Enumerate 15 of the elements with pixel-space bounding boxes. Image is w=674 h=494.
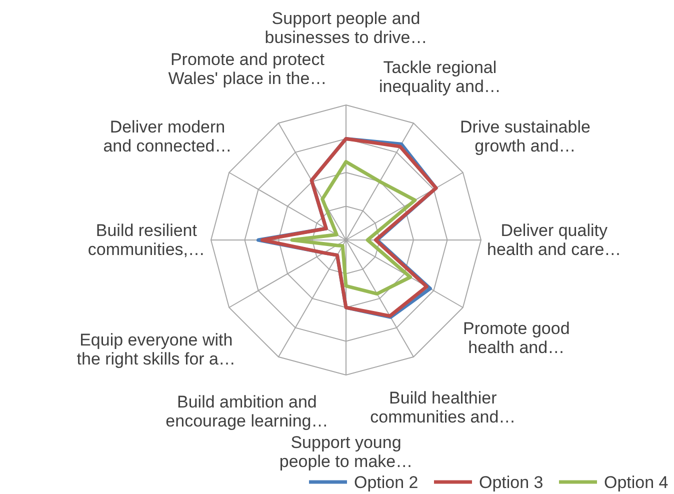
legend-label: Option 2	[354, 473, 418, 492]
spoke-label: Build resilient communities,…	[88, 220, 205, 259]
spoke-label: Equip everyone with the right skills for a…	[76, 330, 236, 368]
spoke-label: Drive sustainable growth and…	[460, 117, 590, 156]
legend-label: Option 4	[604, 473, 668, 492]
spoke-label: Support people and businesses to drive…	[264, 8, 428, 47]
spoke-label: Promote and protect Wales' place in the…	[168, 50, 327, 88]
spoke-label: Promote good health and…	[462, 319, 570, 358]
spoke-label: Build healthier communities and…	[370, 388, 516, 427]
spoke-label: Tackle regional inequality and…	[379, 58, 501, 96]
spoke-label: Deliver quality health and care…	[487, 220, 622, 259]
spoke-label: Support young people to make…	[279, 432, 413, 471]
spoke-label: Build ambition and encourage learning…	[166, 392, 328, 430]
spoke-label: Deliver modern and connected…	[103, 118, 232, 156]
legend-label: Option 3	[479, 473, 544, 492]
